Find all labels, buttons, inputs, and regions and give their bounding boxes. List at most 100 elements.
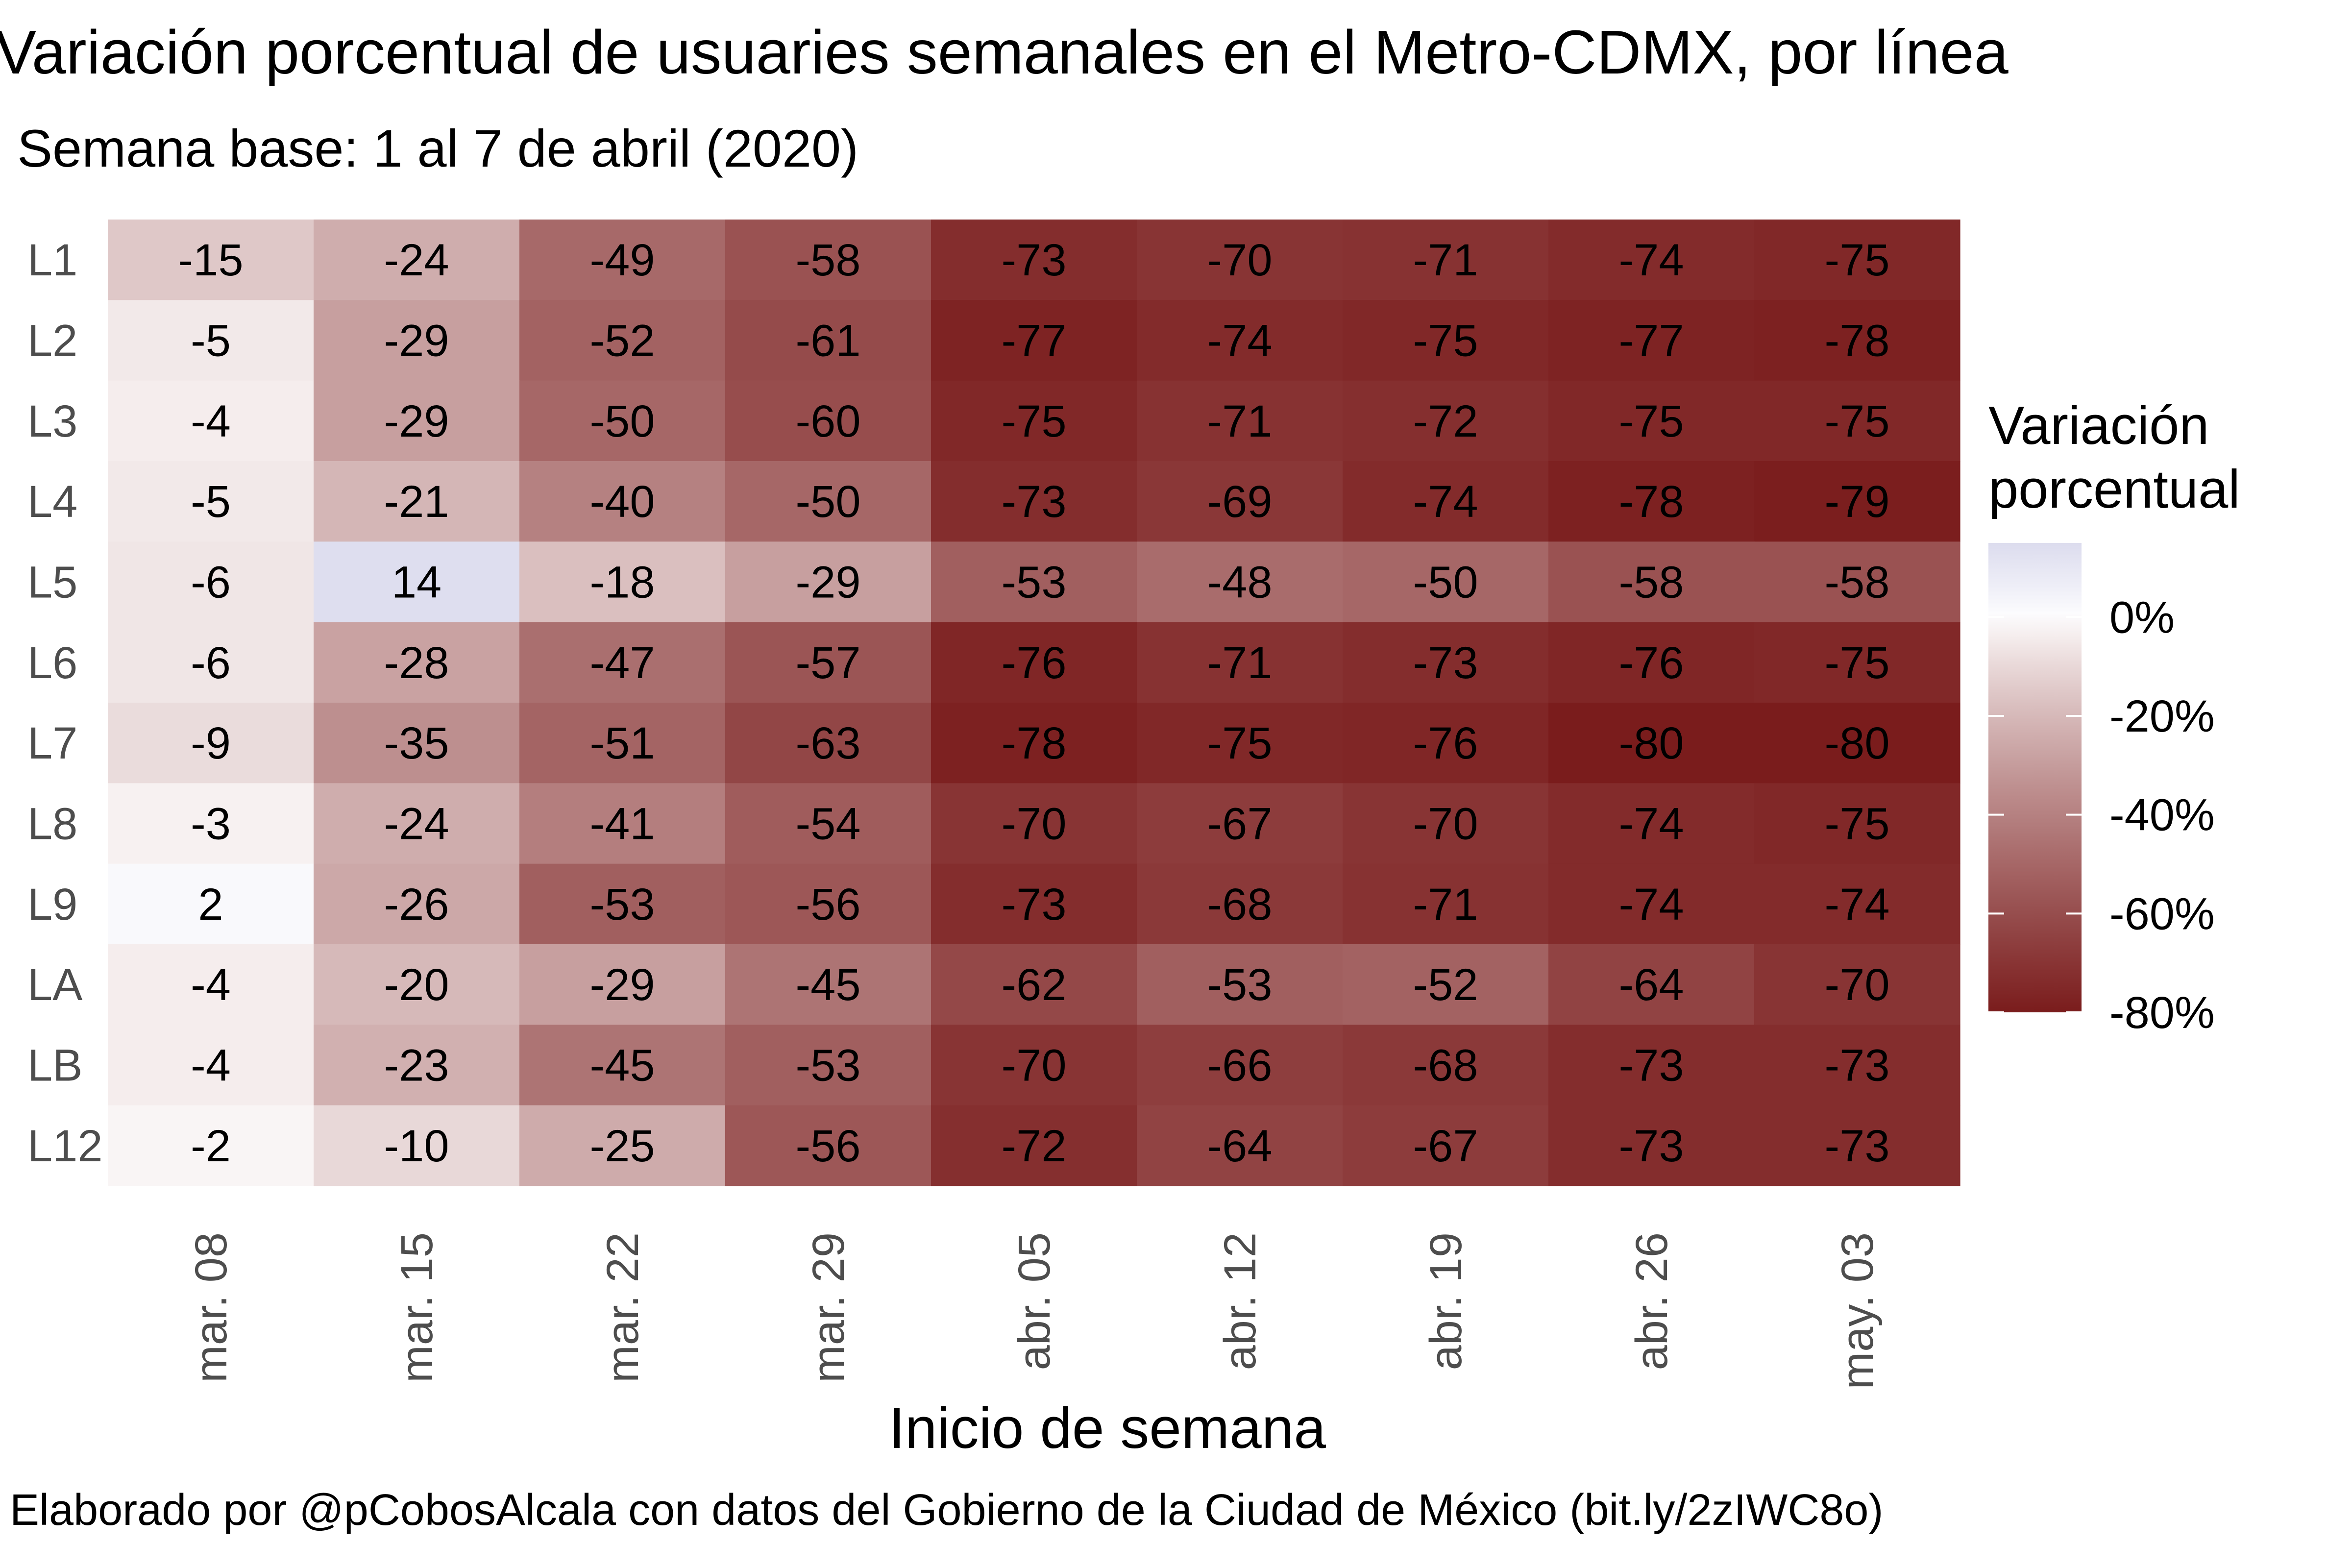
cell-value-label: -73 bbox=[1002, 235, 1067, 285]
heatmap-cell bbox=[1548, 622, 1755, 703]
cell-value-label: -6 bbox=[191, 638, 231, 688]
cell-value-label: -45 bbox=[590, 1041, 655, 1091]
cell-value-label: -75 bbox=[1825, 235, 1890, 285]
heatmap-cell bbox=[931, 300, 1137, 381]
y-axis-tick-labels: L1 L2 L3 L4 L5 L6 L7 L8 L9 LA LB L12 bbox=[27, 235, 103, 1171]
cell-value-label: -71 bbox=[1413, 235, 1478, 285]
y-tick-label: L6 bbox=[27, 638, 77, 688]
y-tick-label: L3 bbox=[27, 396, 77, 446]
heatmap-cell bbox=[1343, 944, 1549, 1025]
heatmap-cell bbox=[725, 220, 931, 300]
heatmap-cell bbox=[725, 863, 931, 945]
x-tick-label: abr. 05 bbox=[1009, 1232, 1059, 1370]
heatmap-cell bbox=[1754, 944, 1960, 1025]
x-tick-label: may. 03 bbox=[1833, 1232, 1883, 1389]
y-tick-label: L7 bbox=[27, 718, 77, 768]
heatmap-cell bbox=[1548, 944, 1755, 1025]
heatmap-cell bbox=[1548, 1025, 1755, 1106]
heatmap-cell bbox=[314, 622, 520, 703]
heatmap-cell bbox=[108, 783, 314, 864]
cell-value-label: -80 bbox=[1825, 718, 1890, 768]
y-tick-label: L12 bbox=[27, 1121, 103, 1171]
cell-value-label: -52 bbox=[1413, 960, 1478, 1010]
cell-value-label: -24 bbox=[384, 235, 449, 285]
heatmap-cell bbox=[314, 944, 520, 1025]
cell-value-label: -73 bbox=[1825, 1121, 1890, 1171]
cell-value-label: -64 bbox=[1207, 1121, 1273, 1171]
heatmap-cell bbox=[1548, 220, 1755, 300]
y-tick-label: LB bbox=[27, 1041, 83, 1091]
heatmap-cell bbox=[1137, 863, 1343, 945]
heatmap-cell bbox=[1137, 1105, 1343, 1186]
heatmap-cell bbox=[725, 703, 931, 784]
cell-value-label: -21 bbox=[384, 477, 449, 527]
heatmap-cell bbox=[1137, 703, 1343, 784]
heatmap-cell bbox=[931, 703, 1137, 784]
heatmap-cell bbox=[1754, 622, 1960, 703]
cell-value-label: -73 bbox=[1002, 880, 1067, 930]
cell-value-label: -50 bbox=[590, 396, 655, 446]
cell-value-label: -5 bbox=[191, 477, 231, 527]
cell-value-label: -58 bbox=[1619, 558, 1684, 608]
heatmap-cell bbox=[519, 622, 726, 703]
heatmap-cell bbox=[1343, 703, 1549, 784]
y-tick-label: L9 bbox=[27, 880, 77, 930]
heatmap-cell bbox=[519, 1025, 726, 1106]
heatmap-cell bbox=[1137, 622, 1343, 703]
heatmap-cell bbox=[314, 1105, 520, 1186]
cell-value-label: -66 bbox=[1207, 1041, 1273, 1091]
cell-value-label: -4 bbox=[191, 1041, 231, 1091]
heatmap-cell bbox=[1137, 1025, 1343, 1106]
cell-value-label: 14 bbox=[392, 558, 441, 608]
x-tick-label: abr. 19 bbox=[1421, 1232, 1471, 1370]
heatmap-cells bbox=[108, 220, 1960, 1186]
cell-value-label: -78 bbox=[1619, 477, 1684, 527]
heatmap-cell bbox=[314, 300, 520, 381]
cell-value-label: -26 bbox=[384, 880, 449, 930]
heatmap-cell bbox=[314, 380, 520, 462]
cell-value-label: -80 bbox=[1619, 718, 1684, 768]
cell-value-label: -58 bbox=[1825, 558, 1890, 608]
heatmap-cell bbox=[931, 1025, 1137, 1106]
heatmap-cell bbox=[314, 783, 520, 864]
heatmap-cell bbox=[108, 541, 314, 623]
heatmap-cell bbox=[1548, 461, 1755, 542]
cell-value-label: -29 bbox=[590, 960, 655, 1010]
cell-value-label: -73 bbox=[1413, 638, 1478, 688]
cell-value-label: -69 bbox=[1207, 477, 1273, 527]
y-tick-label: LA bbox=[27, 960, 83, 1010]
cell-value-label: -53 bbox=[1207, 960, 1273, 1010]
cell-value-label: -73 bbox=[1002, 477, 1067, 527]
heatmap-cell bbox=[931, 220, 1137, 300]
heatmap-cell bbox=[108, 461, 314, 542]
cell-value-label: -61 bbox=[796, 316, 861, 366]
cell-value-label: -54 bbox=[796, 799, 861, 849]
cell-value-label: -15 bbox=[178, 235, 244, 285]
chart-title: Variación porcentual de usuaries semanal… bbox=[0, 18, 2009, 87]
heatmap-cell bbox=[1137, 541, 1343, 623]
heatmap-cell bbox=[931, 622, 1137, 703]
cell-value-label: -67 bbox=[1413, 1121, 1478, 1171]
legend-tick-label: 0% bbox=[2109, 592, 2175, 642]
heatmap-cell bbox=[725, 300, 931, 381]
cell-value-label: -2 bbox=[191, 1121, 231, 1171]
heatmap-cell bbox=[519, 1105, 726, 1186]
heatmap-cell bbox=[725, 622, 931, 703]
heatmap-cell bbox=[725, 541, 931, 623]
heatmap-cell bbox=[931, 1105, 1137, 1186]
cell-value-label: -74 bbox=[1619, 235, 1684, 285]
cell-value-label: -77 bbox=[1619, 316, 1684, 366]
heatmap-cell bbox=[1343, 380, 1549, 462]
heatmap-cell bbox=[1343, 1025, 1549, 1106]
cell-value-label: -53 bbox=[796, 1041, 861, 1091]
cell-value-label: -75 bbox=[1825, 799, 1890, 849]
heatmap-cell bbox=[931, 541, 1137, 623]
cell-value-label: -75 bbox=[1207, 718, 1273, 768]
cell-value-label: -50 bbox=[796, 477, 861, 527]
heatmap-cell bbox=[1548, 863, 1755, 945]
cell-value-label: -10 bbox=[384, 1121, 449, 1171]
heatmap-cell bbox=[314, 863, 520, 945]
heatmap-cell bbox=[108, 1025, 314, 1106]
cell-value-label: -24 bbox=[384, 799, 449, 849]
heatmap-cell bbox=[1343, 220, 1549, 300]
